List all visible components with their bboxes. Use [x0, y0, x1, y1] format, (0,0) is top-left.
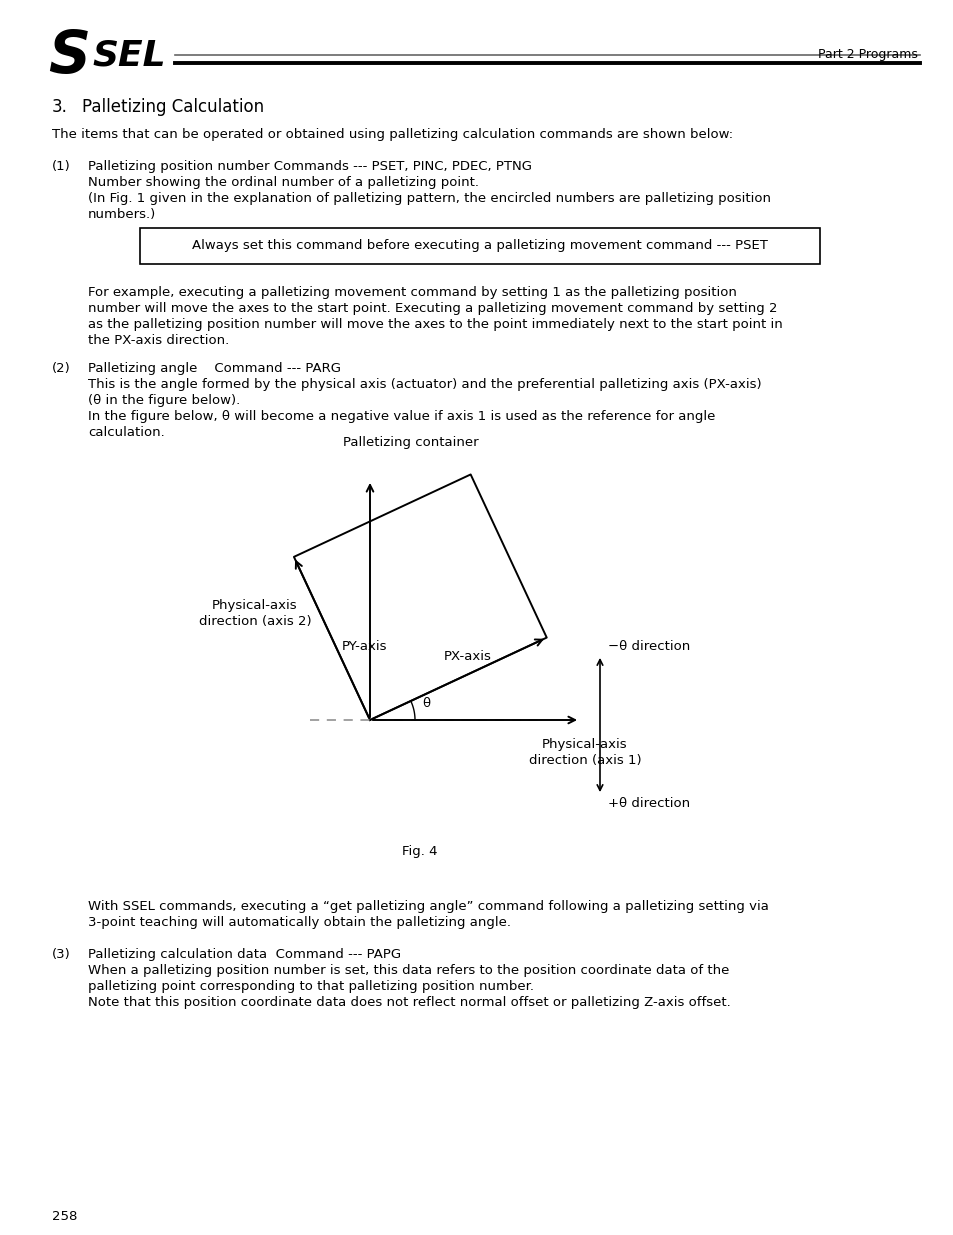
Text: Palletizing container: Palletizing container	[342, 436, 477, 450]
Text: direction (axis 1): direction (axis 1)	[528, 755, 640, 767]
Text: numbers.): numbers.)	[88, 207, 156, 221]
Text: When a palletizing position number is set, this data refers to the position coor: When a palletizing position number is se…	[88, 965, 729, 977]
Text: palletizing point corresponding to that palletizing position number.: palletizing point corresponding to that …	[88, 981, 534, 993]
Text: Physical-axis: Physical-axis	[212, 599, 297, 613]
Text: In the figure below, θ will become a negative value if axis 1 is used as the ref: In the figure below, θ will become a neg…	[88, 410, 715, 424]
Text: This is the angle formed by the physical axis (actuator) and the preferential pa: This is the angle formed by the physical…	[88, 378, 760, 391]
Text: Fig. 4: Fig. 4	[402, 845, 437, 858]
Text: calculation.: calculation.	[88, 426, 165, 438]
Text: SEL: SEL	[91, 38, 166, 72]
Text: (2): (2)	[52, 362, 71, 375]
Text: +θ direction: +θ direction	[607, 797, 689, 810]
Text: direction (axis 2): direction (axis 2)	[198, 615, 311, 629]
Text: number will move the axes to the start point. Executing a palletizing movement c: number will move the axes to the start p…	[88, 303, 777, 315]
Text: Part 2 Programs: Part 2 Programs	[818, 48, 917, 61]
Text: Palletizing Calculation: Palletizing Calculation	[82, 98, 264, 116]
Text: θ: θ	[421, 697, 430, 710]
Text: PY-axis: PY-axis	[341, 640, 387, 653]
Text: Palletizing position number Commands --- PSET, PINC, PDEC, PTNG: Palletizing position number Commands ---…	[88, 161, 532, 173]
Text: Palletizing calculation data  Command --- PAPG: Palletizing calculation data Command ---…	[88, 948, 400, 961]
Text: Palletizing angle    Command --- PARG: Palletizing angle Command --- PARG	[88, 362, 340, 375]
Text: For example, executing a palletizing movement command by setting 1 as the pallet: For example, executing a palletizing mov…	[88, 287, 736, 299]
Text: Note that this position coordinate data does not reflect normal offset or pallet: Note that this position coordinate data …	[88, 995, 730, 1009]
Bar	[140, 228, 820, 264]
Text: 258: 258	[52, 1210, 77, 1223]
Text: as the palletizing position number will move the axes to the point immediately n: as the palletizing position number will …	[88, 317, 781, 331]
Text: 3.: 3.	[52, 98, 68, 116]
Text: The items that can be operated or obtained using palletizing calculation command: The items that can be operated or obtain…	[52, 128, 732, 141]
Text: (1): (1)	[52, 161, 71, 173]
Text: Always set this command before executing a palletizing movement command --- PSET: Always set this command before executing…	[192, 240, 767, 252]
Text: 3-point teaching will automatically obtain the palletizing angle.: 3-point teaching will automatically obta…	[88, 916, 511, 929]
Text: S: S	[48, 28, 90, 85]
Text: Physical-axis: Physical-axis	[541, 739, 627, 751]
Text: (θ in the figure below).: (θ in the figure below).	[88, 394, 240, 408]
Text: the PX-axis direction.: the PX-axis direction.	[88, 333, 229, 347]
Text: Number showing the ordinal number of a palletizing point.: Number showing the ordinal number of a p…	[88, 177, 478, 189]
Text: With SSEL commands, executing a “get palletizing angle” command following a pall: With SSEL commands, executing a “get pal…	[88, 900, 768, 913]
Text: (3): (3)	[52, 948, 71, 961]
Text: PX-axis: PX-axis	[443, 650, 491, 663]
Text: −θ direction: −θ direction	[607, 640, 690, 653]
Text: (In Fig. 1 given in the explanation of palletizing pattern, the encircled number: (In Fig. 1 given in the explanation of p…	[88, 191, 770, 205]
